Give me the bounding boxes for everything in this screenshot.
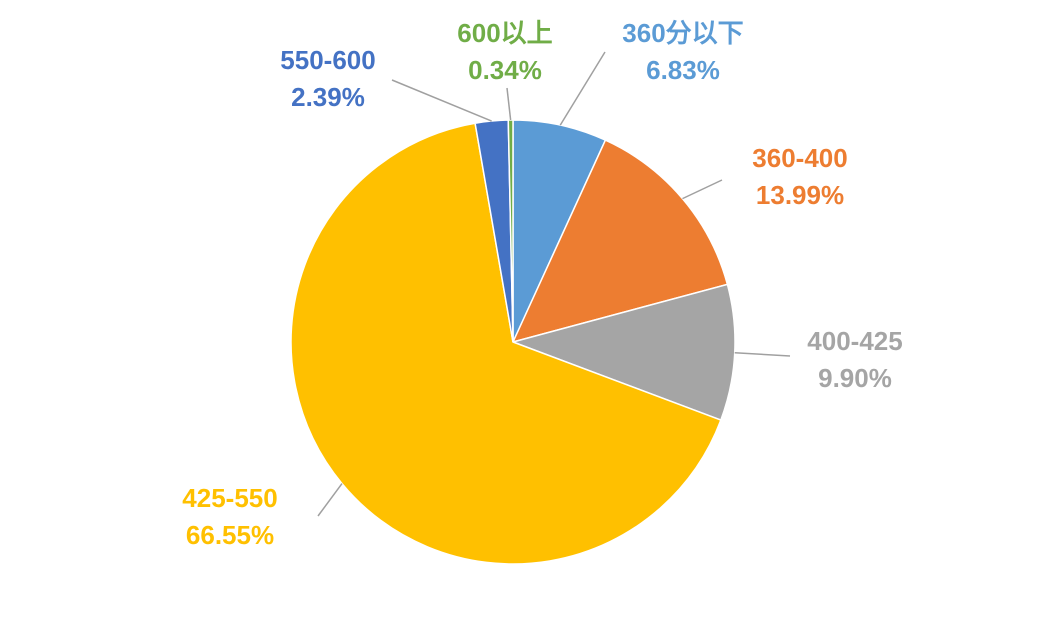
slice-category-label: 600以上 bbox=[457, 18, 552, 48]
leader-line bbox=[317, 483, 343, 517]
slice-category-label: 360分以下 bbox=[622, 18, 743, 48]
slice-value-label: 6.83% bbox=[646, 55, 720, 85]
slice-value-label: 0.34% bbox=[468, 55, 542, 85]
leader-line bbox=[734, 351, 791, 357]
slice-value-label: 66.55% bbox=[186, 520, 274, 550]
leader-line bbox=[559, 51, 606, 126]
pie-slice bbox=[511, 139, 729, 344]
leader-line bbox=[391, 79, 492, 122]
slice-value-label: 2.39% bbox=[291, 82, 365, 112]
slice-category-label: 425-550 bbox=[182, 483, 277, 513]
slice-category-label: 400-425 bbox=[807, 326, 902, 356]
slice-value-label: 13.99% bbox=[756, 180, 844, 210]
leader-line bbox=[506, 87, 512, 121]
pie-slice bbox=[510, 283, 736, 422]
slice-value-label: 9.90% bbox=[818, 363, 892, 393]
leader-line bbox=[682, 179, 723, 200]
slice-category-label: 360-400 bbox=[752, 143, 847, 173]
pie-slice bbox=[507, 119, 514, 343]
slice-category-label: 550-600 bbox=[280, 45, 375, 75]
pie-slice bbox=[290, 122, 722, 565]
